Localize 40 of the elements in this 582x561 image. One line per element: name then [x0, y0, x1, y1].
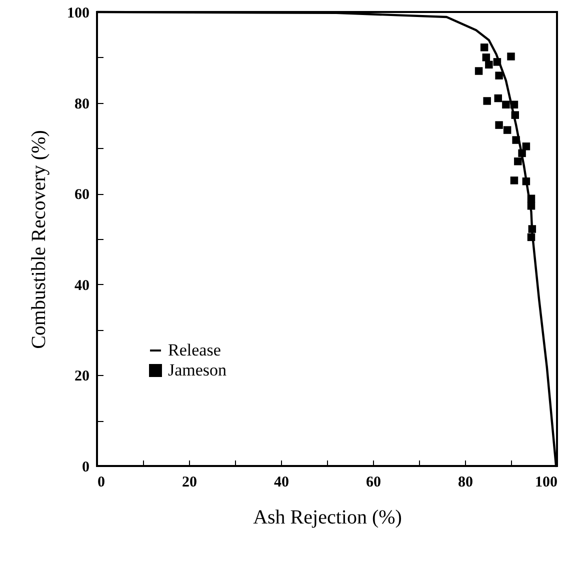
point: [480, 44, 488, 52]
point: [522, 142, 530, 150]
legend-label: Release: [168, 340, 221, 360]
point: [483, 97, 491, 105]
point: [527, 202, 536, 210]
y-tick-label: 80: [74, 96, 90, 112]
point: [511, 111, 520, 119]
point: [527, 233, 536, 242]
point: [495, 72, 503, 80]
x-tick-label: 40: [274, 474, 289, 490]
point: [512, 136, 520, 144]
point: [493, 58, 502, 66]
point: [474, 67, 483, 75]
legend-label: Jameson: [168, 360, 228, 380]
point: [503, 126, 512, 134]
point: [528, 225, 536, 233]
point: [510, 176, 518, 184]
y-tick-label: 100: [67, 6, 90, 22]
point: [502, 100, 510, 108]
y-tick-label: 0: [82, 460, 90, 476]
point: [482, 54, 490, 62]
point: [522, 177, 530, 186]
point: [514, 157, 522, 166]
y-tick-label: 40: [74, 278, 90, 294]
point: [518, 149, 526, 158]
point: [527, 194, 536, 202]
x-tick-label: 100: [535, 474, 558, 490]
point: [507, 52, 515, 60]
point: [485, 60, 493, 69]
y-axis-title: Combustible Recovery (%): [28, 130, 50, 349]
point: [494, 94, 502, 102]
x-axis-title: Ash Rejection (%): [253, 506, 402, 528]
x-tick-label: 0: [98, 474, 105, 490]
y-tick-label: 20: [74, 368, 90, 385]
x-tick-label: 20: [182, 474, 197, 490]
point: [495, 121, 503, 129]
x-tick-label: 80: [458, 474, 473, 490]
y-tick-label: 60: [74, 187, 90, 204]
x-tick-label: 60: [366, 474, 381, 490]
point: [510, 100, 518, 108]
